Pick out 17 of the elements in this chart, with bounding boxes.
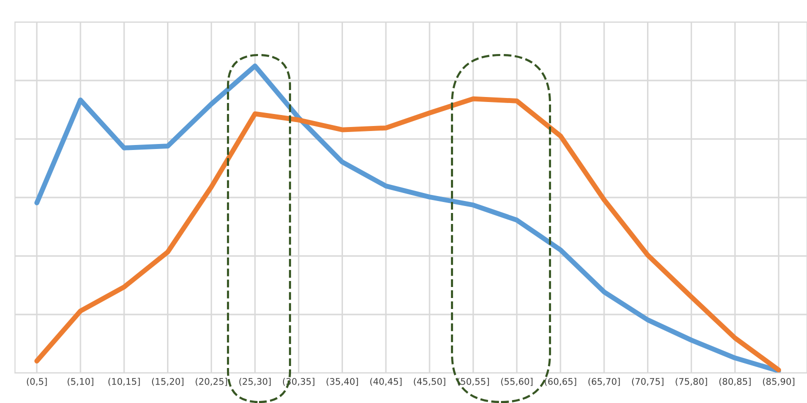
x-tick-label: (5,10] bbox=[68, 378, 94, 386]
x-tick-label: (40,45] bbox=[370, 378, 402, 386]
x-tick-label: (65,70] bbox=[588, 378, 620, 386]
x-tick-label: (10,15] bbox=[108, 378, 140, 386]
x-tick-label: (25,30] bbox=[239, 378, 271, 386]
x-tick-label: (15,20] bbox=[152, 378, 184, 386]
x-tick-label: (20,25] bbox=[196, 378, 228, 386]
x-tick-label: (80,85] bbox=[719, 378, 751, 386]
x-tick-label: (70,75] bbox=[632, 378, 664, 386]
x-tick-label: (75,80] bbox=[676, 378, 708, 386]
x-tick-label: (30,35] bbox=[282, 378, 314, 386]
x-tick-label: (85,90] bbox=[762, 378, 794, 386]
x-tick-label: (55,60] bbox=[501, 378, 532, 386]
x-tick-label: (45,50] bbox=[414, 378, 446, 386]
x-tick-label: (60,65] bbox=[544, 378, 576, 386]
x-tick-label: (0,5] bbox=[26, 378, 47, 386]
x-tick-label: (35,40] bbox=[326, 378, 358, 386]
